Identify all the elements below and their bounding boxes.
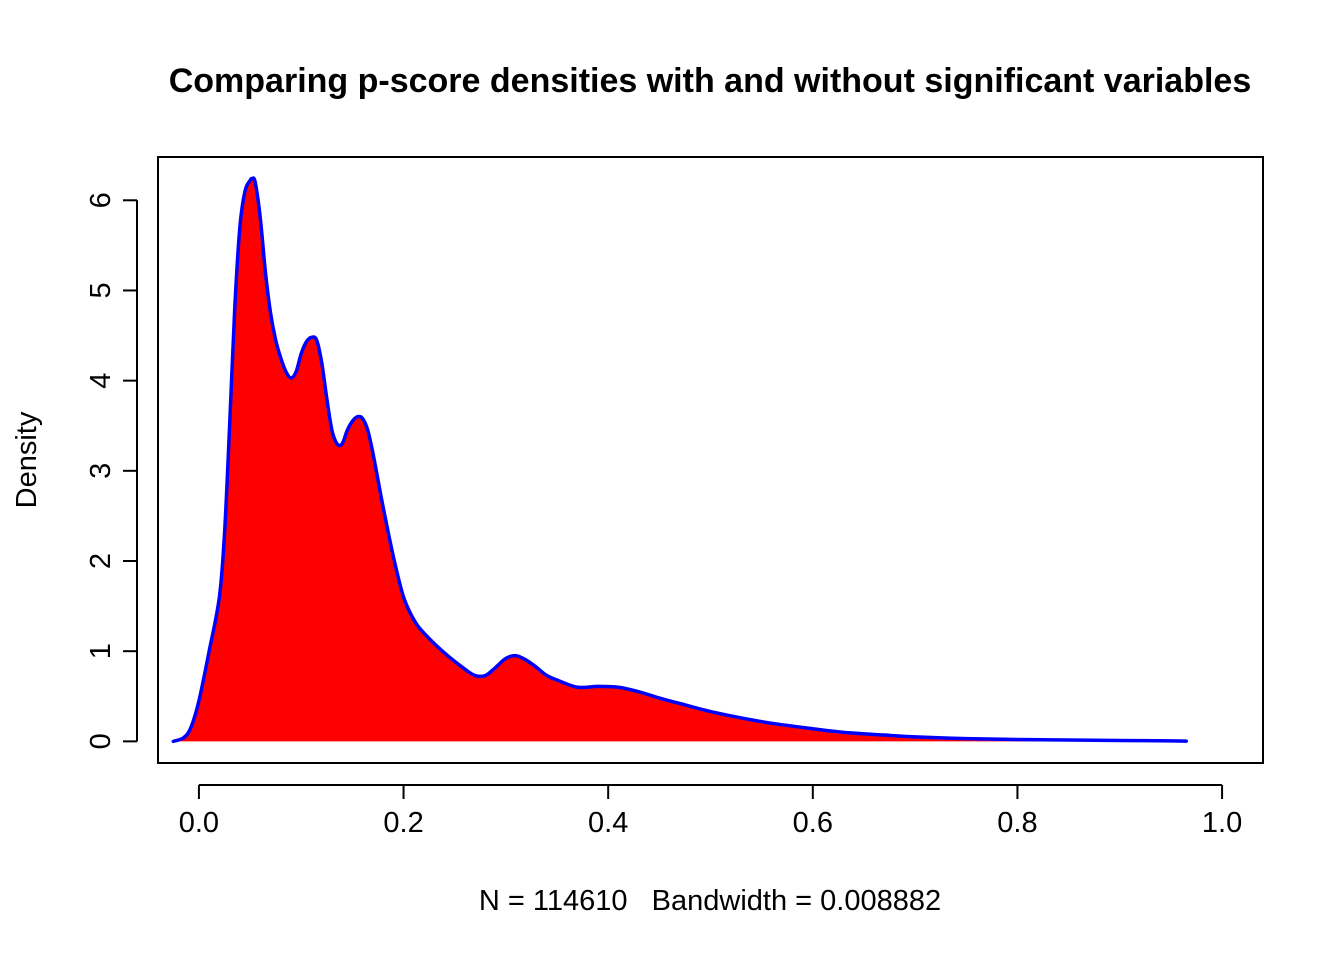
x-tick-label: 0.4 <box>588 807 628 839</box>
density-area-fill <box>173 178 1187 742</box>
plot-frame <box>157 156 1264 764</box>
y-tick-label: 6 <box>85 192 117 208</box>
y-tick-label: 2 <box>85 553 117 569</box>
y-tick-label: 5 <box>85 282 117 298</box>
y-tick-label: 4 <box>85 373 117 389</box>
x-tick-label: 0.8 <box>997 807 1037 839</box>
x-tick-label: 0.0 <box>179 807 219 839</box>
y-tick-label: 3 <box>85 463 117 479</box>
chart-title: Comparing p-score densities with and wit… <box>169 62 1252 100</box>
density-curve-line <box>171 176 1189 744</box>
y-axis: 0 1 2 3 4 5 6 <box>85 192 138 749</box>
x-axis-label: N = 114610 Bandwidth = 0.008882 <box>479 885 941 917</box>
x-axis: 0.0 0.2 0.4 0.6 0.8 1.0 <box>179 784 1242 839</box>
x-tick-label: 0.6 <box>793 807 833 839</box>
x-tick-label: 1.0 <box>1202 807 1242 839</box>
plot-area <box>171 176 1189 744</box>
y-tick-label: 0 <box>85 733 117 749</box>
y-axis-label: Density <box>11 411 43 508</box>
x-tick-label: 0.2 <box>383 807 423 839</box>
y-tick-label: 1 <box>85 643 117 659</box>
